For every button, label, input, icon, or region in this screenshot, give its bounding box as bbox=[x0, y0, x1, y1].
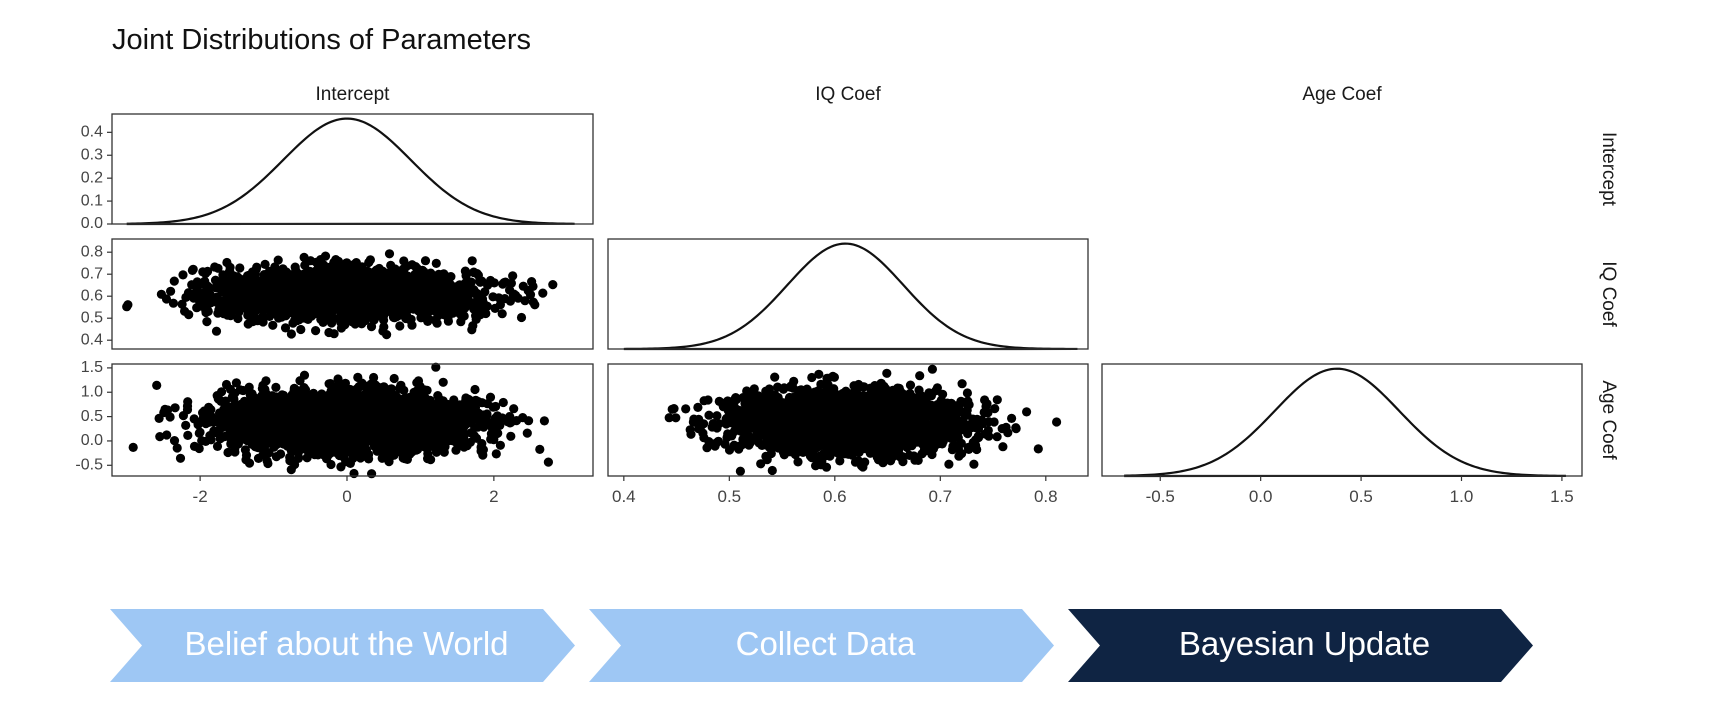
scatter-point bbox=[156, 289, 166, 299]
y-tick-label: 0.1 bbox=[81, 192, 103, 209]
scatter-point bbox=[548, 280, 558, 290]
y-tick-label: 0.0 bbox=[81, 215, 103, 232]
scatter-point bbox=[395, 321, 405, 331]
scatter-point bbox=[431, 258, 441, 268]
scatter-point bbox=[273, 255, 283, 265]
y-tick-label: 0.3 bbox=[81, 146, 103, 163]
scatter-point bbox=[268, 320, 278, 330]
pairs-matrix: Intercept IQ Coef Age Coef Intercept IQ Coef… bbox=[75, 84, 1619, 506]
scatter-point bbox=[181, 292, 191, 302]
strip-top-intercept: Intercept bbox=[316, 84, 391, 105]
strip-right-iq-coef: IQ Coef bbox=[1598, 261, 1619, 327]
scatter-point bbox=[177, 299, 187, 309]
strip-top-iq-coef: IQ Coef bbox=[815, 84, 881, 105]
strip-right-age-coef: Age Coef bbox=[1598, 380, 1619, 460]
scatter-point bbox=[178, 270, 188, 280]
scatter-points-iq-coef-vs-intercept bbox=[122, 249, 558, 340]
scatter-point bbox=[169, 276, 179, 286]
strip-top-age-coef: Age Coef bbox=[1302, 84, 1382, 105]
y-tick-label: 0.2 bbox=[81, 169, 103, 186]
density-curve-intercept bbox=[126, 117, 575, 226]
y-tick-label: 0.4 bbox=[81, 124, 103, 141]
panel-intercept-vs-intercept: 0.0 0.1 0.2 0.3 0.4 bbox=[81, 113, 594, 232]
panel-iq-coef-vs-intercept: 0.40.50.60.70.8 bbox=[81, 238, 594, 350]
chart-title: Joint Distributions of Parameters bbox=[112, 24, 532, 56]
strip-right-intercept: Intercept bbox=[1598, 132, 1619, 207]
panel-border bbox=[111, 113, 594, 225]
